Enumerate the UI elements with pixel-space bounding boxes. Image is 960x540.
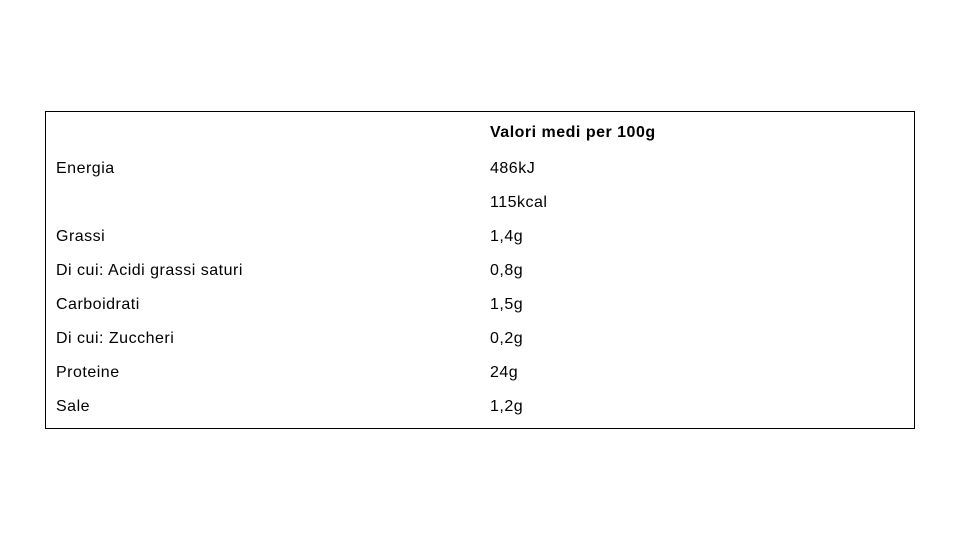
row-value: 24g bbox=[480, 356, 915, 390]
table-row: Grassi 1,4g bbox=[46, 220, 915, 254]
nutrition-table: Valori medi per 100g Energia 486kJ 115kc… bbox=[45, 111, 915, 429]
row-value: 115kcal bbox=[480, 186, 915, 220]
row-label: Sale bbox=[46, 390, 481, 429]
table-header-row: Valori medi per 100g bbox=[46, 112, 915, 153]
table-row: Proteine 24g bbox=[46, 356, 915, 390]
table-row: Di cui: Zuccheri 0,2g bbox=[46, 322, 915, 356]
row-label: Energia bbox=[46, 152, 481, 186]
row-value: 0,2g bbox=[480, 322, 915, 356]
row-value: 1,5g bbox=[480, 288, 915, 322]
table-row: Carboidrati 1,5g bbox=[46, 288, 915, 322]
row-value: 486kJ bbox=[480, 152, 915, 186]
row-label: Proteine bbox=[46, 356, 481, 390]
header-value: Valori medi per 100g bbox=[480, 112, 915, 153]
row-label bbox=[46, 186, 481, 220]
row-label: Di cui: Zuccheri bbox=[46, 322, 481, 356]
row-label: Grassi bbox=[46, 220, 481, 254]
table-row: Energia 486kJ bbox=[46, 152, 915, 186]
table-row: Di cui: Acidi grassi saturi 0,8g bbox=[46, 254, 915, 288]
table-row: Sale 1,2g bbox=[46, 390, 915, 429]
row-value: 1,2g bbox=[480, 390, 915, 429]
table-row: 115kcal bbox=[46, 186, 915, 220]
row-value: 1,4g bbox=[480, 220, 915, 254]
header-label bbox=[46, 112, 481, 153]
row-value: 0,8g bbox=[480, 254, 915, 288]
row-label: Carboidrati bbox=[46, 288, 481, 322]
row-label: Di cui: Acidi grassi saturi bbox=[46, 254, 481, 288]
